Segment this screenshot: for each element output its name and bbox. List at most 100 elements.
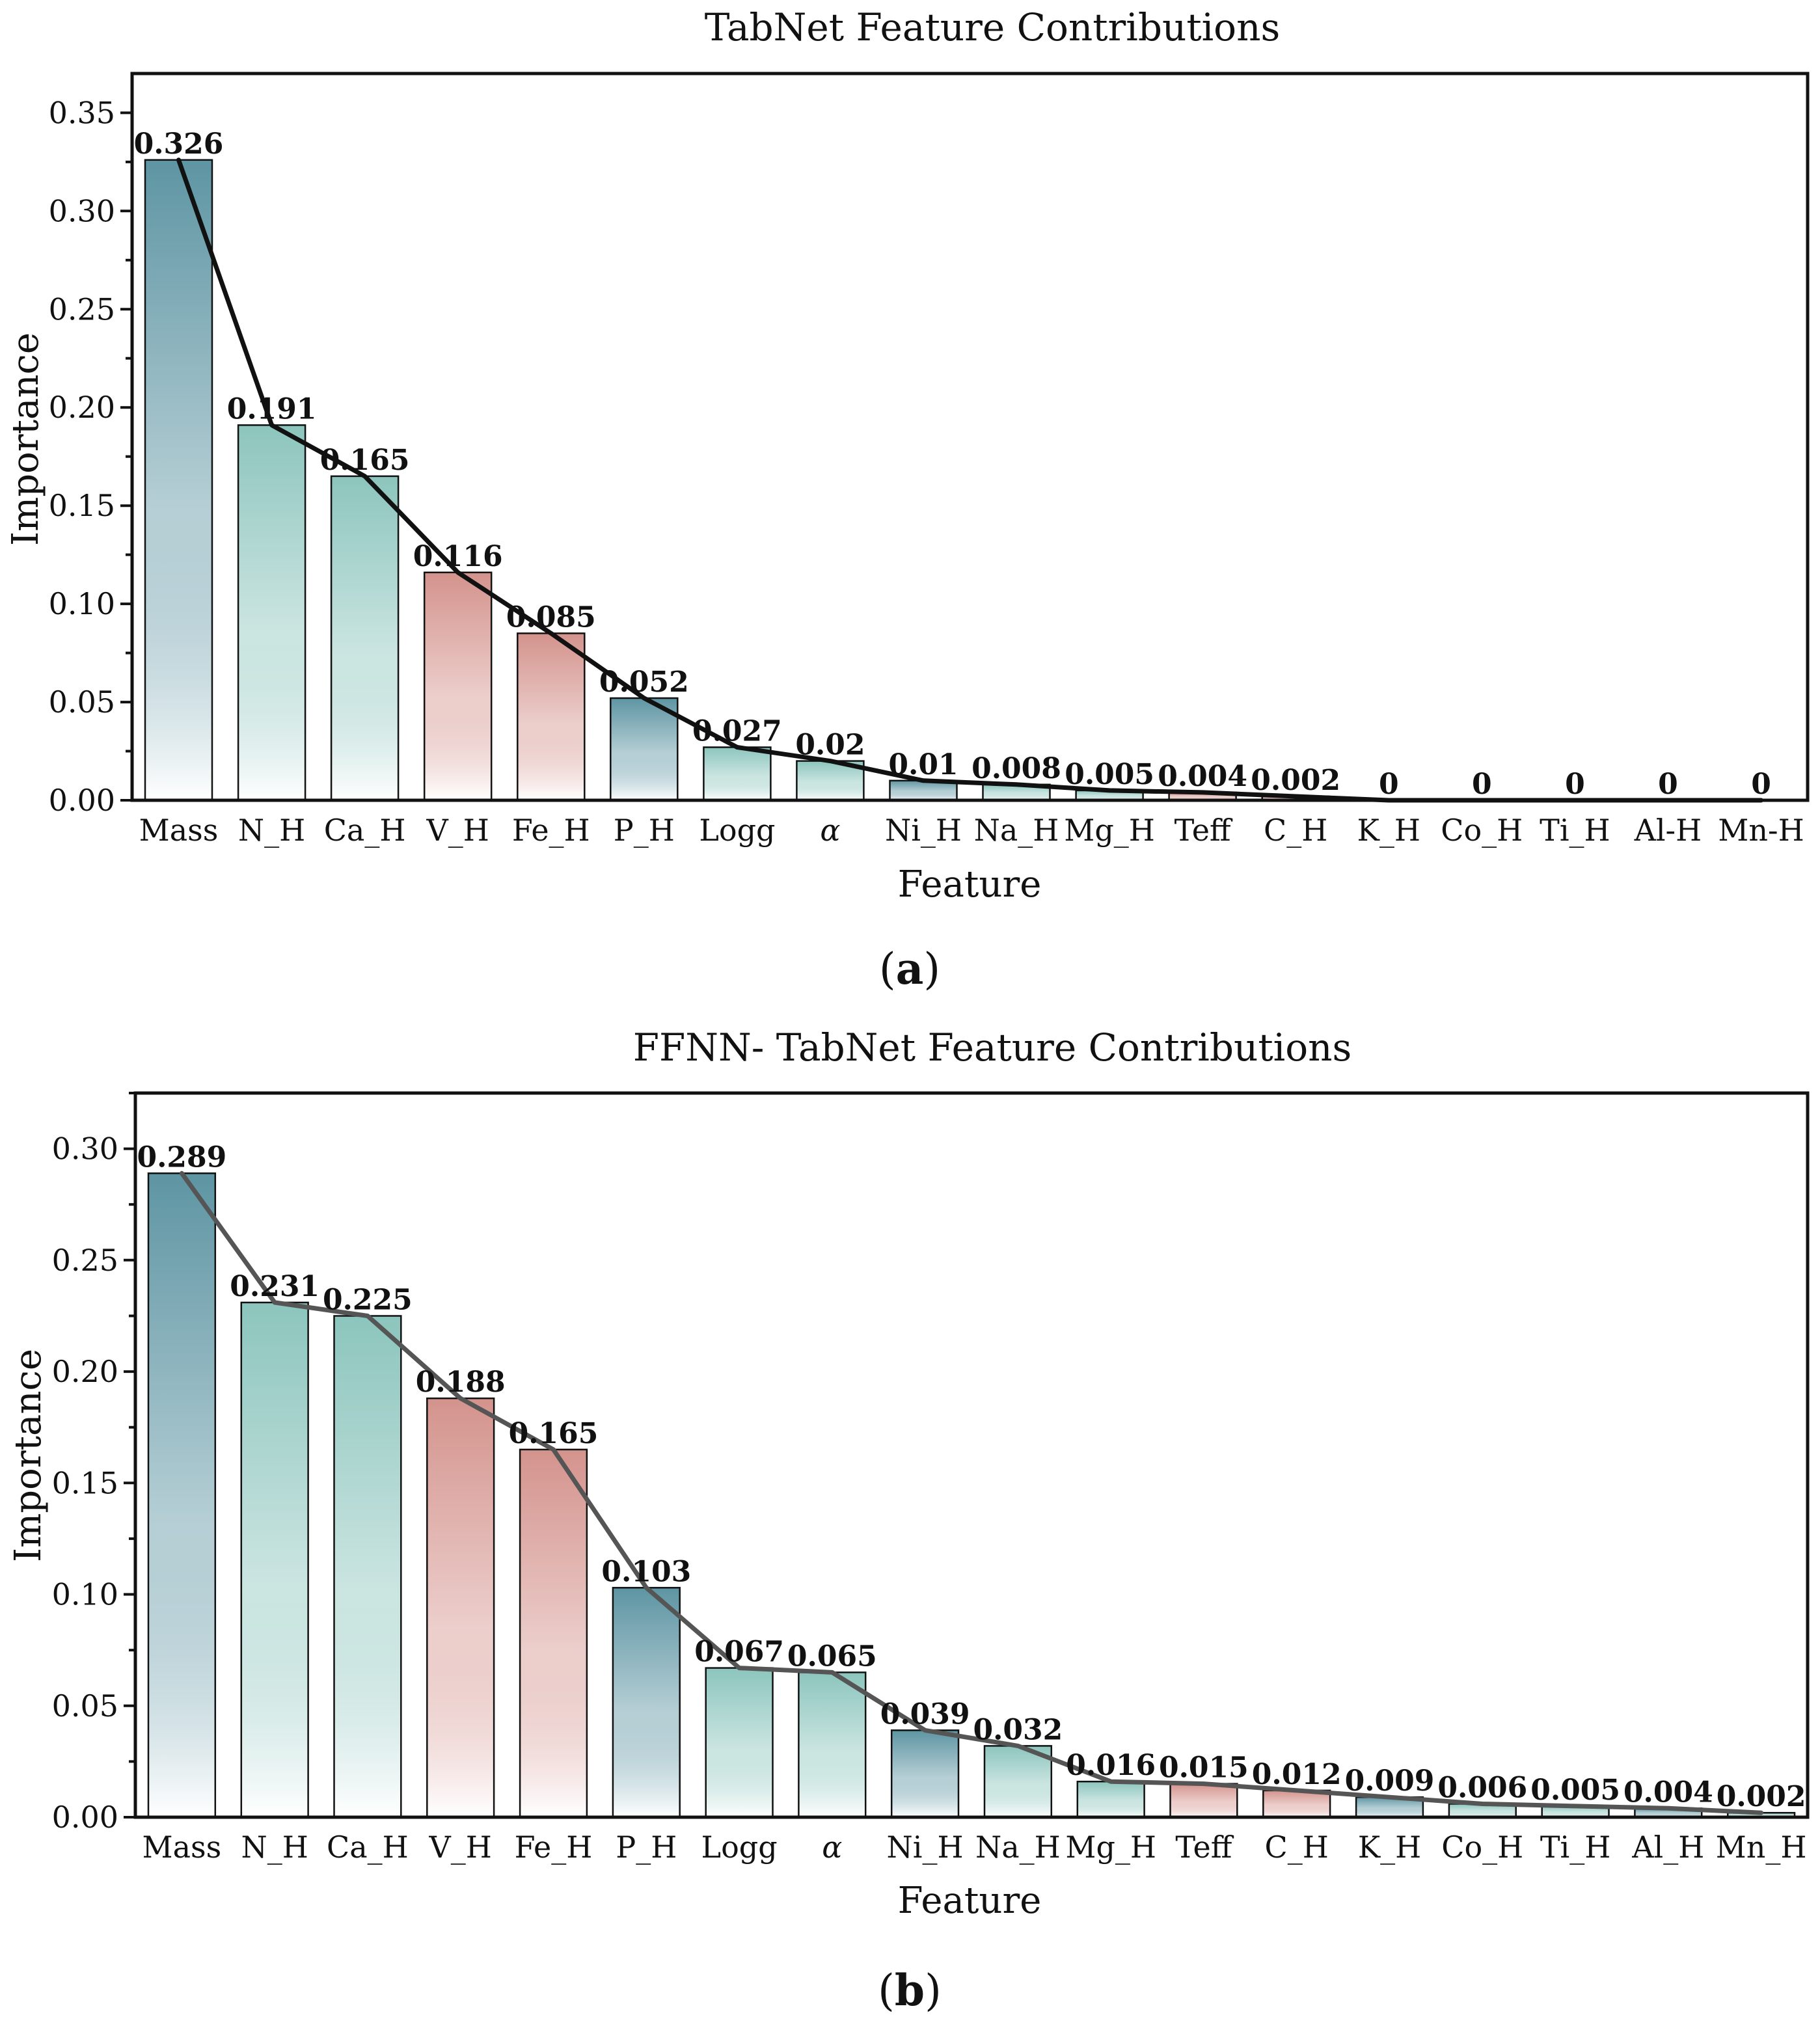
data-label: 0.009 bbox=[1345, 1764, 1435, 1798]
y-tick-label: 0.15 bbox=[52, 1465, 118, 1500]
data-label: 0 bbox=[1658, 768, 1678, 801]
data-label: 0.052 bbox=[599, 666, 689, 699]
data-label: 0.103 bbox=[601, 1555, 691, 1588]
x-tick-label: Teff bbox=[1175, 1830, 1234, 1865]
data-label: 0.065 bbox=[787, 1640, 877, 1673]
x-tick-label: Mass bbox=[139, 813, 219, 848]
x-tick-label: P_H bbox=[614, 813, 675, 848]
bar-Logg bbox=[705, 1667, 774, 1818]
data-label: 0.188 bbox=[416, 1366, 506, 1399]
y-tick-label: 0.30 bbox=[49, 193, 115, 228]
y-tick-label: 0.30 bbox=[52, 1131, 118, 1167]
data-label: 0 bbox=[1751, 768, 1771, 801]
x-tick-label: K_H bbox=[1357, 813, 1420, 848]
x-tick-label: Logg bbox=[699, 813, 775, 848]
y-tick-label: 0.00 bbox=[52, 1800, 118, 1835]
data-label: 0.005 bbox=[1065, 758, 1154, 791]
data-label: 0.027 bbox=[692, 715, 782, 748]
bar-P_H bbox=[610, 697, 679, 802]
x-tick-label: Fe_H bbox=[515, 1830, 593, 1865]
data-label: 0.02 bbox=[795, 729, 865, 762]
y-axis-label: Importance bbox=[7, 1349, 49, 1562]
y-tick-label: 0.25 bbox=[49, 291, 115, 327]
x-tick-label: C_H bbox=[1265, 1830, 1329, 1865]
x-tick-label: V_H bbox=[429, 1830, 492, 1865]
panel-a-chart: TabNet Feature Contributions 0.3260.1910… bbox=[5, 5, 1810, 994]
data-label: 0.008 bbox=[971, 752, 1061, 785]
y-tick-label: 0.05 bbox=[49, 684, 115, 720]
bar-C_H bbox=[1262, 1789, 1331, 1818]
data-label: 0.231 bbox=[230, 1270, 319, 1303]
panel-label: (a) bbox=[879, 943, 940, 994]
bar-N_H bbox=[240, 1301, 309, 1818]
data-label: 0.165 bbox=[509, 1417, 599, 1450]
x-tick-label: Ni_H bbox=[887, 1830, 964, 1865]
axes-frame bbox=[133, 1091, 1810, 1819]
bar-Ni_H bbox=[890, 1729, 960, 1818]
y-tick-label: 0.05 bbox=[52, 1688, 118, 1724]
x-tick-label: Ca_H bbox=[324, 813, 406, 848]
x-tick-label: N_H bbox=[238, 813, 305, 848]
x-tick-label: Ti_H bbox=[1540, 813, 1610, 848]
data-label: 0.116 bbox=[413, 540, 503, 573]
data-label: 0.004 bbox=[1158, 760, 1247, 793]
data-label: 0.067 bbox=[694, 1636, 784, 1669]
data-label: 0.016 bbox=[1066, 1749, 1156, 1782]
x-tick-label: K_H bbox=[1358, 1830, 1421, 1865]
data-label: 0.326 bbox=[134, 128, 224, 161]
x-tick-label: Mn_H bbox=[1716, 1830, 1807, 1865]
data-label: 0.225 bbox=[323, 1284, 413, 1317]
x-tick-label: Al_H bbox=[1631, 1830, 1704, 1865]
trend-line bbox=[179, 1170, 1764, 1815]
x-tick-label: Co_H bbox=[1441, 1830, 1523, 1865]
y-tick-label: 0.25 bbox=[52, 1243, 118, 1278]
y-tick-label: 0.20 bbox=[49, 390, 115, 425]
x-tick-label: α bbox=[822, 1830, 842, 1865]
bar-Ca_H bbox=[330, 475, 400, 802]
x-tick-label: Na_H bbox=[974, 813, 1059, 848]
y-tick-label: 0.15 bbox=[49, 488, 115, 523]
y-tick-label: 0.00 bbox=[49, 783, 115, 818]
x-tick-label: Co_H bbox=[1441, 813, 1523, 848]
x-tick-label: Logg bbox=[701, 1830, 778, 1865]
bar-Teff bbox=[1169, 1783, 1238, 1818]
x-axis-label: Feature bbox=[898, 863, 1042, 906]
data-label: 0.004 bbox=[1623, 1776, 1713, 1809]
y-tick-label: 0.20 bbox=[52, 1354, 118, 1389]
bar-P_H bbox=[612, 1587, 681, 1818]
data-label: 0 bbox=[1379, 768, 1399, 801]
data-label: 0.191 bbox=[227, 392, 317, 426]
data-label: 0.165 bbox=[320, 444, 410, 477]
x-tick-label: Ni_H bbox=[885, 813, 962, 848]
bar-α bbox=[798, 1671, 867, 1818]
bar-V_H bbox=[423, 571, 493, 802]
x-tick-label: Mg_H bbox=[1065, 1830, 1156, 1865]
x-tick-label: Mn-H bbox=[1718, 813, 1804, 848]
x-tick-label: Ca_H bbox=[327, 1830, 409, 1865]
x-tick-label: N_H bbox=[241, 1830, 308, 1865]
y-tick-label: 0.10 bbox=[52, 1577, 118, 1612]
data-label: 0.289 bbox=[137, 1141, 227, 1174]
data-label: 0.002 bbox=[1251, 764, 1340, 797]
axes-frame bbox=[130, 72, 1810, 802]
data-label: 0 bbox=[1472, 768, 1492, 801]
x-tick-label: α bbox=[820, 813, 840, 848]
data-label: 0.002 bbox=[1717, 1780, 1806, 1813]
trend-line bbox=[176, 157, 1763, 803]
bar-V_H bbox=[426, 1397, 495, 1818]
data-label: 0.01 bbox=[888, 748, 958, 781]
bar-Fe_H bbox=[517, 632, 586, 802]
y-tick-label: 0.35 bbox=[49, 95, 115, 130]
x-tick-label: Ti_H bbox=[1540, 1830, 1611, 1865]
bar-Mass bbox=[144, 159, 213, 802]
data-label: 0.085 bbox=[506, 601, 596, 634]
x-tick-label: Mg_H bbox=[1064, 813, 1155, 848]
x-tick-label: Fe_H bbox=[512, 813, 590, 848]
x-tick-label: V_H bbox=[426, 813, 489, 848]
bar-Logg bbox=[703, 746, 772, 802]
x-tick-label: Mass bbox=[143, 1830, 222, 1865]
data-label: 0.032 bbox=[973, 1713, 1063, 1746]
